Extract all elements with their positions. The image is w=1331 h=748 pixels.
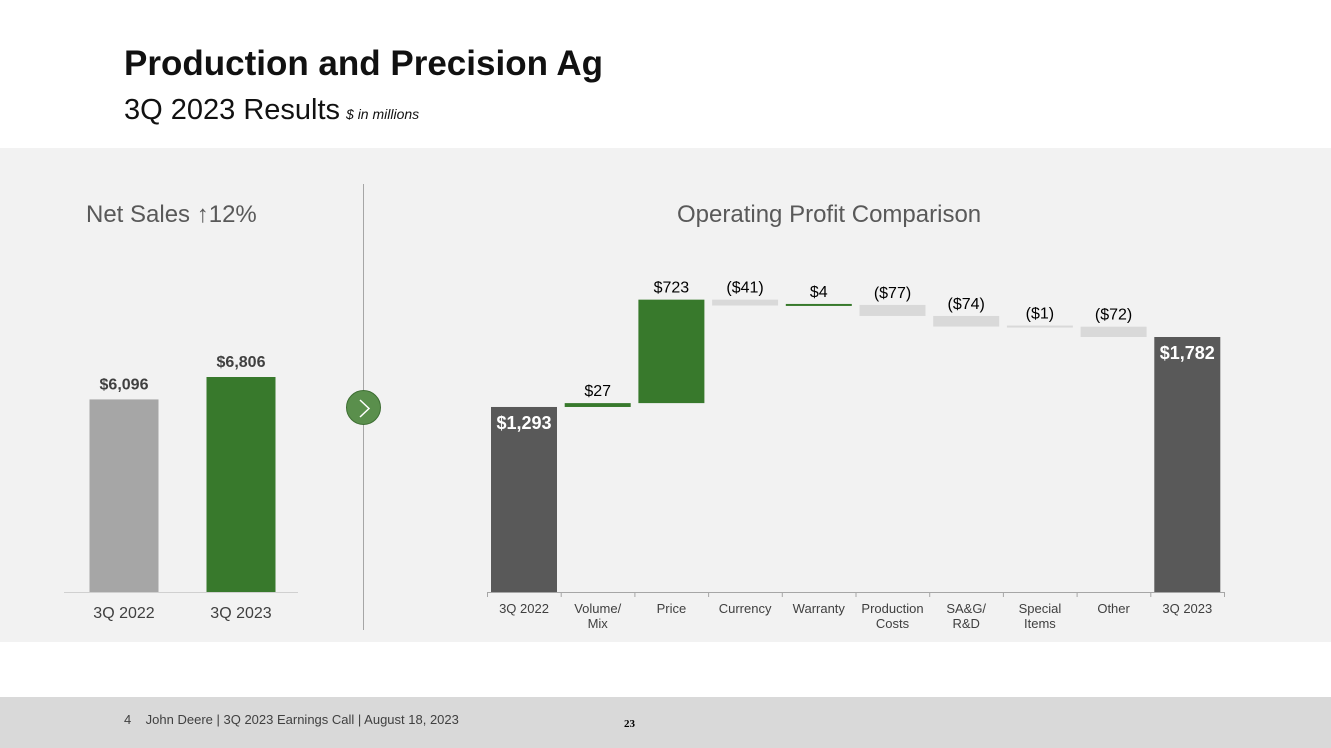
waterfall-bar <box>564 403 631 407</box>
waterfall-category-label: Other <box>1097 601 1130 616</box>
next-arrow-button[interactable] <box>346 390 381 425</box>
waterfall-value-label: $27 <box>584 383 611 400</box>
waterfall-category-line: Special <box>1019 601 1062 616</box>
waterfall-category-line: Costs <box>876 616 910 631</box>
waterfall-category-line: Warranty <box>793 601 846 616</box>
waterfall-category-line: Price <box>657 601 687 616</box>
waterfall-category-label: Price <box>657 601 687 616</box>
sales-category-label: 3Q 2023 <box>210 605 271 622</box>
chevron-right-icon <box>359 399 371 418</box>
net-sales-title: Net Sales ↑12% <box>86 201 257 229</box>
waterfall-category-label: Warranty <box>793 601 846 616</box>
waterfall-bar <box>638 299 705 404</box>
waterfall-value-label: ($1) <box>1026 306 1054 323</box>
sales-value-label: $6,806 <box>217 354 266 371</box>
waterfall-category-label: Special Items <box>1019 601 1062 631</box>
net-sales-change: 12% <box>208 201 257 228</box>
sales-category-label: 3Q 2022 <box>93 605 154 622</box>
waterfall-bar <box>1154 337 1221 592</box>
footer-bar: 4 John Deere | 3Q 2023 Earnings Call | A… <box>0 697 1331 748</box>
sales-bar <box>206 377 276 592</box>
waterfall-category-line: 3Q 2023 <box>1162 601 1212 616</box>
page-number: 23 <box>624 718 635 730</box>
waterfall-category-line: 3Q 2022 <box>499 601 549 616</box>
subtitle-text: 3Q 2023 Results <box>124 94 341 126</box>
up-arrow-icon: ↑ <box>196 201 209 228</box>
waterfall-category-line: Currency <box>719 601 772 616</box>
sales-value-label: $6,096 <box>100 376 149 393</box>
waterfall-category-label: 3Q 2022 <box>499 601 549 616</box>
waterfall-bar <box>933 315 1000 327</box>
page-title: Production and Precision Ag <box>124 44 604 83</box>
waterfall-category-line: Mix <box>588 616 609 631</box>
waterfall-value-label: $1,293 <box>496 413 551 433</box>
waterfall-bar <box>859 304 926 316</box>
waterfall-category-line: R&D <box>952 616 979 631</box>
waterfall-bar <box>785 303 852 306</box>
waterfall-value-label: $723 <box>654 280 690 297</box>
waterfall-bar <box>712 299 779 306</box>
waterfall-bar <box>491 406 557 592</box>
waterfall-value-label: ($72) <box>1095 307 1132 324</box>
waterfall-value-label: ($74) <box>948 296 985 313</box>
waterfall-category-label: SA&G/R&D <box>946 601 986 631</box>
waterfall-value-label: ($41) <box>726 280 763 297</box>
units-note: $ in millions <box>346 106 420 122</box>
footer-text: 4 John Deere | 3Q 2023 Earnings Call | A… <box>124 712 459 727</box>
waterfall-value-label: ($77) <box>874 285 911 302</box>
waterfall-bar <box>1006 325 1073 328</box>
page-subtitle: 3Q 2023 Results $ in millions <box>124 94 419 127</box>
waterfall-value-label: $1,782 <box>1160 343 1215 363</box>
waterfall-value-label: $4 <box>810 284 828 301</box>
waterfall-category-line: SA&G/ <box>946 601 986 616</box>
waterfall-category-label: Volume/Mix <box>574 601 621 631</box>
sales-bar <box>89 399 159 592</box>
waterfall-category-line: Volume/ <box>574 601 621 616</box>
waterfall-category-line: Other <box>1097 601 1130 616</box>
waterfall-category-label: Currency <box>719 601 772 616</box>
operating-profit-title: Operating Profit Comparison <box>677 201 982 228</box>
net-sales-label: Net Sales <box>86 201 191 228</box>
waterfall-bar <box>1080 326 1147 337</box>
waterfall-category-line: Items <box>1024 616 1056 631</box>
waterfall-category-label: 3Q 2023 <box>1162 601 1212 616</box>
waterfall-category-label: Production Costs <box>861 601 923 631</box>
waterfall-category-line: Production <box>861 601 923 616</box>
